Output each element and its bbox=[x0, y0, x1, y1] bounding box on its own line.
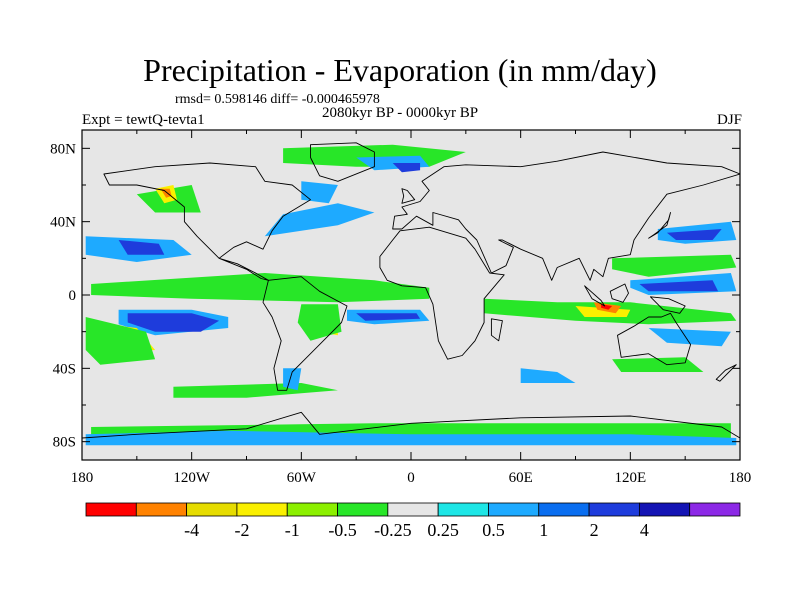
coastline-antarctica bbox=[82, 411, 740, 460]
colorbar-swatch bbox=[286, 502, 338, 517]
field-layer bbox=[85, 144, 737, 446]
colorbar-label: 2 bbox=[590, 520, 599, 540]
field-patch-12 bbox=[612, 254, 737, 277]
colorbar-swatch bbox=[387, 502, 439, 517]
coastline-sumatra bbox=[584, 285, 606, 307]
colorbar: -4 -2 -1 -0.5 -0.25 0.25 0.5 1 2 4 bbox=[85, 502, 741, 540]
colorbar-swatch bbox=[236, 502, 288, 517]
y-tick-label: 80N bbox=[50, 141, 76, 157]
x-tick-label: 120E bbox=[614, 470, 646, 486]
stats-label: rmsd= 0.598146 diff= -0.000465978 bbox=[175, 92, 380, 107]
x-tick-label: 180 bbox=[729, 470, 752, 486]
field-patch-30 bbox=[85, 430, 737, 446]
coastline-south-america bbox=[262, 276, 348, 391]
field-patch-14 bbox=[639, 280, 719, 292]
colorbar-swatch bbox=[638, 502, 691, 517]
coastline-madagascar bbox=[490, 318, 503, 342]
coastline-africa bbox=[379, 226, 505, 360]
colorbar-label: -1 bbox=[285, 520, 300, 540]
colorbar-swatch bbox=[538, 502, 590, 517]
colorbar-label: 0.5 bbox=[482, 520, 505, 540]
field-patch-28 bbox=[283, 368, 302, 391]
colorbar-swatch bbox=[588, 502, 640, 517]
experiment-label: Expt = tewtQ-tevta1 bbox=[82, 112, 205, 128]
coastline-australia bbox=[617, 312, 692, 366]
colorbar-swatch bbox=[488, 502, 540, 517]
y-axis: 80N 40N 0 40S 80S bbox=[50, 141, 740, 451]
field-patch-32 bbox=[612, 357, 704, 372]
field-patch-19 bbox=[648, 328, 731, 347]
colorbar-swatch bbox=[85, 502, 137, 517]
period-label: 2080kyr BP - 0000kyr BP bbox=[322, 105, 479, 121]
coastline-new-guinea bbox=[649, 296, 686, 314]
season-label: DJF bbox=[716, 112, 742, 128]
colorbar-label: 4 bbox=[640, 520, 649, 540]
colorbar-swatch bbox=[135, 502, 188, 517]
coastline-britain bbox=[401, 188, 416, 204]
coastline-north-america bbox=[103, 162, 311, 281]
field-patch-0 bbox=[91, 273, 430, 303]
x-tick-label: 180 bbox=[71, 470, 94, 486]
x-tick-label: 0 bbox=[407, 470, 415, 486]
coastline-eurasia bbox=[392, 151, 740, 281]
x-tick-label: 60E bbox=[509, 470, 533, 486]
y-tick-label: 0 bbox=[69, 288, 77, 304]
colorbar-swatch bbox=[437, 502, 489, 517]
field-patch-4 bbox=[85, 317, 156, 365]
colorbar-label: -4 bbox=[184, 520, 199, 540]
colorbar-label: 0.25 bbox=[427, 520, 459, 540]
field-patch-26 bbox=[301, 181, 338, 204]
coastline-greenland bbox=[310, 142, 375, 182]
colorbar-label: -2 bbox=[234, 520, 249, 540]
x-axis: 180 120W 60W 0 60E 120E 180 bbox=[71, 130, 752, 486]
colorbar-swatch bbox=[186, 502, 238, 517]
field-patch-8 bbox=[118, 240, 165, 255]
field-patch-11 bbox=[666, 229, 722, 240]
field-patch-25 bbox=[160, 188, 172, 198]
colorbar-label: 1 bbox=[539, 520, 548, 540]
map-title: Precipitation - Evaporation (in mm/day) bbox=[143, 52, 657, 88]
x-tick-label: 120W bbox=[173, 470, 211, 486]
field-patch-16 bbox=[575, 306, 631, 317]
coastline-layer bbox=[82, 142, 740, 460]
field-patch-6 bbox=[356, 313, 421, 321]
colorbar-swatch bbox=[337, 502, 389, 517]
colorbar-label: -0.5 bbox=[328, 520, 357, 540]
field-patch-31 bbox=[520, 368, 576, 383]
coastline-borneo bbox=[609, 283, 629, 303]
y-tick-label: 40S bbox=[53, 361, 76, 377]
y-tick-label: 80S bbox=[53, 435, 76, 451]
field-patch-22 bbox=[392, 163, 421, 173]
y-tick-label: 40N bbox=[50, 215, 76, 231]
field-patch-9 bbox=[264, 203, 375, 237]
coastline-japan bbox=[648, 212, 671, 239]
field-patch-2 bbox=[127, 313, 220, 332]
x-tick-label: 60W bbox=[287, 470, 317, 486]
colorbar-label: -0.25 bbox=[374, 520, 412, 540]
field-patch-34 bbox=[297, 304, 342, 341]
colorbar-swatch bbox=[689, 502, 741, 517]
